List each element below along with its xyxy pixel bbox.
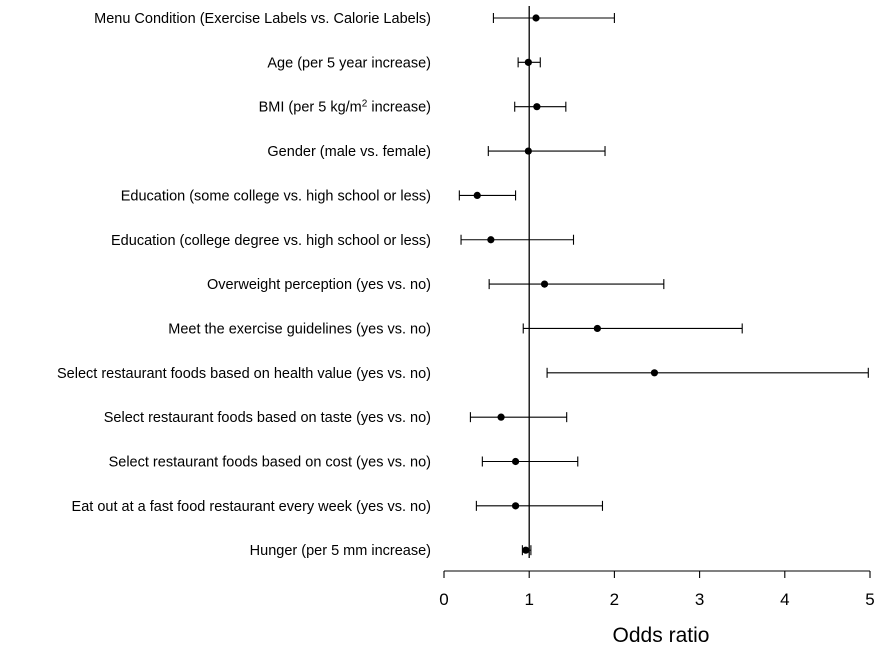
odds-ratio-point [511,502,520,510]
row-label: Select restaurant foods based on cost (y… [109,455,431,471]
odds-ratio-point [524,58,532,66]
x-axis-title: Odds ratio [613,624,710,646]
row-label: Hunger (per 5 mm increase) [250,543,431,559]
row-label: Overweight perception (yes vs. no) [207,277,431,293]
x-axis: 0 1 2 3 4 5 [439,570,875,609]
row-label: Meet the exercise guidelines (yes vs. no… [168,321,431,337]
x-tick-label: 3 [695,590,704,609]
row-label: BMI (per 5 kg/m2 increase) [259,98,431,116]
odds-ratio-point [650,369,659,377]
row-label: Menu Condition (Exercise Labels vs. Calo… [94,11,431,27]
odds-ratio-point [522,546,530,554]
row-label: Select restaurant foods based on health … [57,366,431,382]
row-label: Education (college degree vs. high schoo… [111,233,431,249]
forest-row: BMI (per 5 kg/m2 increase) [259,98,567,116]
row-label: Education (some college vs. high school … [121,188,431,204]
odds-ratio-point [497,413,505,421]
forest-row: Select restaurant foods based on cost (y… [109,455,579,471]
forest-row: Select restaurant foods based on taste (… [104,410,568,426]
odds-ratio-point [540,280,549,288]
odds-ratio-point [487,236,495,244]
forest-row: Education (some college vs. high school … [121,188,517,204]
x-tick-label: 5 [865,590,874,609]
odds-ratio-point [473,191,481,199]
forest-row: Gender (male vs. female) [267,144,606,160]
forest-row: Hunger (per 5 mm increase) [250,543,532,559]
odds-ratio-point [511,457,520,466]
forest-row: Select restaurant foods based on health … [57,366,869,382]
odds-ratio-point [533,103,541,111]
row-label: Eat out at a fast food restaurant every … [72,499,431,515]
x-tick-label: 2 [610,590,619,609]
x-tick-label: 0 [439,590,448,609]
x-tick-label: 1 [524,590,533,609]
forest-row: Overweight perception (yes vs. no) [207,277,665,293]
forest-row: Menu Condition (Exercise Labels vs. Calo… [94,11,615,27]
forest-row: Age (per 5 year increase) [267,55,541,71]
forest-row: Education (college degree vs. high schoo… [111,233,575,249]
odds-ratio-point [524,147,532,155]
odds-ratio-point [593,324,601,333]
row-label: Gender (male vs. female) [267,144,431,160]
odds-ratio-point [532,14,540,22]
rows-group: Menu Condition (Exercise Labels vs. Calo… [57,11,869,559]
forest-row: Meet the exercise guidelines (yes vs. no… [168,321,743,337]
row-label: Age (per 5 year increase) [267,55,431,71]
row-label: Select restaurant foods based on taste (… [104,410,431,426]
x-tick-label: 4 [780,590,789,609]
forest-row: Eat out at a fast food restaurant every … [72,499,604,515]
